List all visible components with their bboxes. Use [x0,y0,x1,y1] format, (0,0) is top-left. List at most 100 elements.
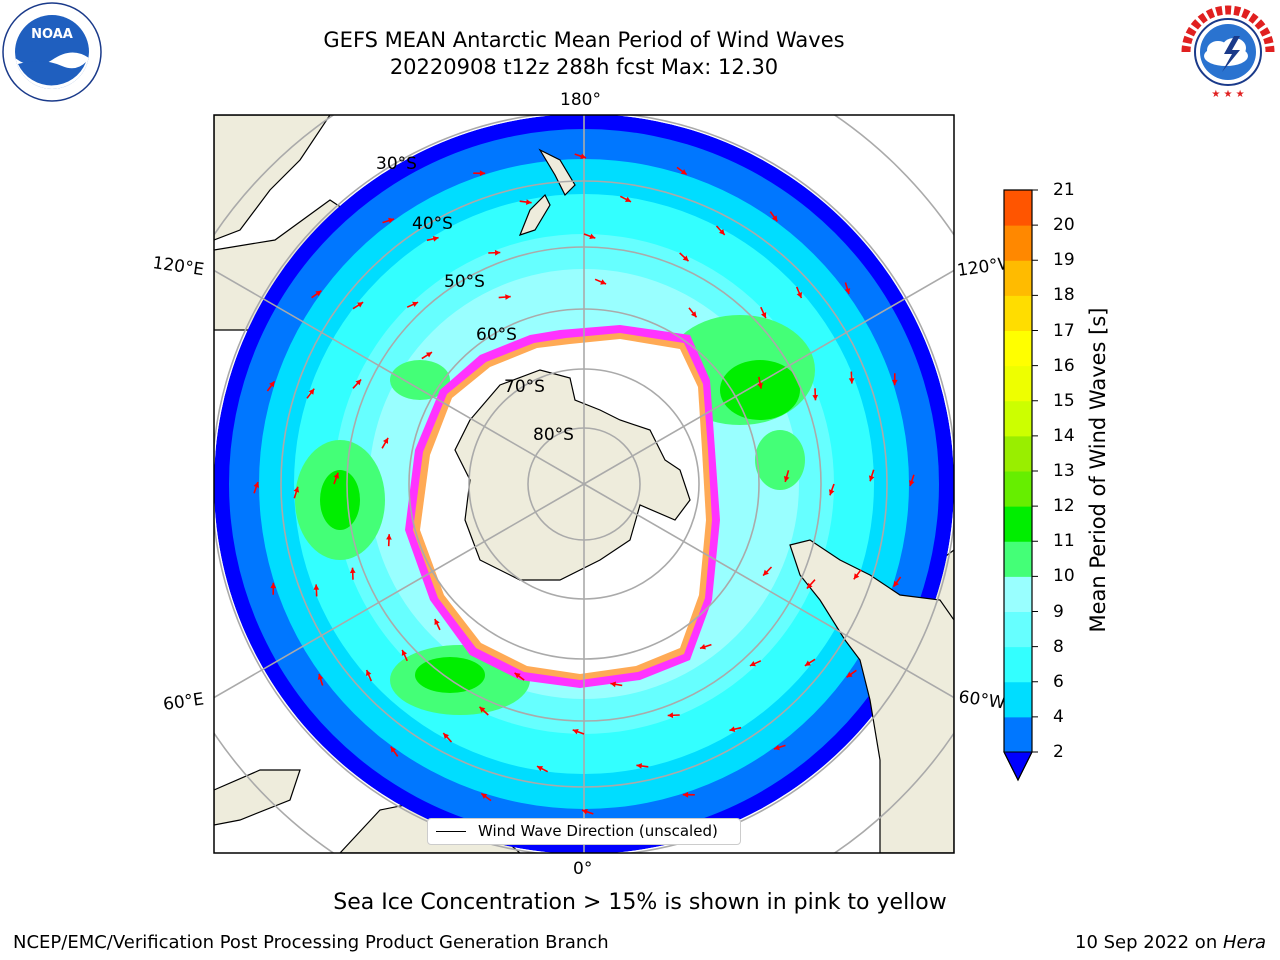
colorbar-tick-label: 11 [1053,531,1075,552]
wave-direction-arrowhead [401,649,407,656]
wave-direction-arrowhead [388,217,394,224]
wave-direction-arrowhead [812,394,819,401]
wave-direction-arrowhead [846,671,853,678]
sea-ice-note: Sea Ice Concentration > 15% is shown in … [333,890,947,915]
colorbar-segment [1004,471,1032,507]
wave-direction-arrowhead [868,475,875,482]
wave-direction-arrowhead [412,301,419,307]
lon-label-180: 180° [560,90,601,110]
footer-credit: NCEP/EMC/Verification Post Processing Pr… [13,932,609,953]
wave-direction-arrowhead [783,476,790,482]
wave-direction-arrowhead [774,744,780,751]
wave-direction-arrowhead [667,712,674,719]
wave-direction-arrowhead [700,644,706,650]
wave-direction-arrowhead [636,763,642,769]
wave-direction-arrowhead [806,582,813,589]
colorbar-segment [1004,330,1032,367]
lon-label-0: 0° [573,859,592,879]
colorbar-tick-label: 18 [1053,285,1075,306]
colorbar-tick-label: 21 [1053,180,1075,200]
wave-direction-arrowhead [269,381,275,388]
wave-direction-arrowhead [600,279,607,285]
wave-direction-arrowhead [355,379,362,386]
wave-direction-arrowhead [313,584,320,590]
graticule [214,115,954,853]
lat-label-70s: 70°S [504,377,545,397]
wave-direction-arrowhead [514,672,521,679]
footer-host: Hera [1222,932,1266,953]
wave-direction-arrowhead [505,294,511,300]
wave-direction-arrowhead [479,170,486,177]
colorbar-tick-label: 19 [1053,250,1075,271]
colorbar-tick-label: 9 [1053,601,1064,622]
wave-direction-arrowhead [848,378,855,384]
colorbar-tick-label: 6 [1053,671,1064,692]
svg-text:NOAA: NOAA [31,27,73,42]
wave-direction-arrowhead [804,660,811,666]
wave-direction-arrowhead [844,288,851,294]
wave-direction-arrowhead [729,726,736,732]
wave-direction-arrowhead [582,809,588,815]
colorbar-segment [1004,646,1032,683]
noaa-logo: NOAA [2,2,102,102]
colorbar-tick-label: 16 [1053,355,1075,376]
svg-text:★ ★ ★: ★ ★ ★ [1211,89,1244,100]
wave-direction-arrowhead [349,567,356,574]
colorbar-segment [1004,716,1032,753]
wave-direction-arrowhead [691,311,697,318]
colorbar-tick-label: 13 [1053,461,1075,481]
colorbar-extend-min [1003,751,1033,782]
colorbar-segment [1004,576,1032,612]
wave-direction-arrowhead [386,534,392,540]
wave-direction-arrowhead [749,661,756,667]
lat-label-40s: 40°S [412,214,453,234]
wave-direction-arrowhead [253,482,259,488]
wave-direction-arrowhead [432,236,439,242]
new-zealand-landmass [518,148,576,236]
colorbar-tick-label: 17 [1053,320,1075,341]
map-legend: Wind Wave Direction (unscaled) [427,818,741,845]
colorbar-tick-label: 14 [1053,425,1075,446]
wave-direction-arrowhead [719,229,725,235]
wind-wave-arrows [253,153,915,815]
wave-direction-arrowhead [763,569,769,576]
wave-direction-arrowhead [829,489,835,496]
nws-logo: ★ ★ ★ [1179,3,1277,101]
lon-label-120e: 120°E [151,253,205,280]
wave-direction-arrowhead [426,352,432,358]
colorbar-frame [1003,189,1033,782]
wave-direction-arrowhead [390,746,397,753]
wave-direction-arrowhead [443,733,449,739]
lat-label-60s: 60°S [476,325,517,345]
colorbar-tick-label: 12 [1053,496,1075,517]
wave-direction-arrowhead [293,486,300,493]
colorbar-segment [1004,365,1032,402]
wave-direction-arrowhead [680,169,687,175]
colorbar-tick-label: 10 [1053,566,1075,587]
chart-title: GEFS MEAN Antarctic Mean Period of Wind … [323,28,845,52]
wave-direction-arrowhead [526,199,532,205]
wave-direction-arrowhead [796,292,802,298]
colorbar [1003,189,1038,782]
wave-direction-arrowhead [909,480,915,486]
wave-direction-arrowhead [315,290,322,297]
wave-direction-arrowhead [891,379,898,386]
wave-direction-arrowhead [383,437,389,444]
wave-direction-arrowhead [853,573,860,580]
wave-direction-arrowhead [761,312,767,319]
legend-label: Wind Wave Direction (unscaled) [478,822,718,840]
wave-direction-arrowhead [572,729,579,735]
map-frame [213,114,955,854]
wave-direction-arrowhead [682,791,689,798]
colorbar-segment [1004,400,1032,437]
wave-direction-arrowhead [434,619,440,625]
legend-line-sample [436,831,466,832]
wave-direction-arrowhead [537,766,543,772]
footer-date: 10 Sep 2022 on Hera [1075,932,1266,953]
lon-label-60e: 60°E [162,689,205,714]
south-america-landmass [789,539,954,853]
wave-direction-arrowhead [771,215,778,222]
chart-subtitle: 20220908 t12z 288h fcst Max: 12.30 [389,55,779,79]
colorbar-segment [1004,506,1032,542]
